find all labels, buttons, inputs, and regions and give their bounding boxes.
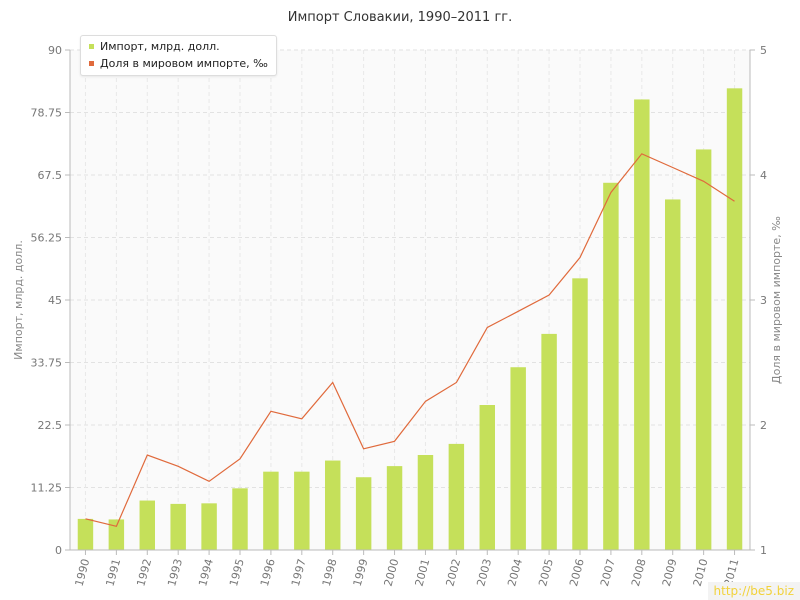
bar-import-2006: [572, 278, 588, 550]
legend-swatch-share: [89, 61, 94, 66]
bar-import-2009: [665, 199, 681, 550]
y-tick-label: 67.5: [38, 169, 63, 182]
x-tick-label: 1995: [227, 557, 247, 587]
x-tick-label: 2001: [413, 557, 433, 587]
bar-import-2002: [448, 443, 465, 550]
x-tick-label: 1999: [351, 557, 371, 587]
x-tick-label: 2005: [536, 557, 556, 587]
chart-title: Импорт Словакии, 1990–2011 гг.: [287, 10, 513, 25]
bar-import-2005: [541, 333, 557, 550]
watermark-link[interactable]: http://be5.biz: [707, 582, 800, 600]
bar-import-1996: [263, 471, 279, 550]
bar-import-2000: [386, 466, 403, 550]
bar-import-2004: [510, 367, 526, 550]
y-tick-label: 45: [48, 294, 62, 307]
y-right-tick-label: 5: [760, 44, 767, 57]
x-tick-label: 1994: [196, 557, 216, 587]
x-tick-label: 1998: [320, 557, 340, 587]
x-tick-label: 2006: [567, 557, 587, 587]
y-tick-label: 78.75: [31, 107, 63, 120]
bar-import-1993: [170, 503, 186, 550]
x-tick-label: 2004: [505, 557, 525, 587]
bar-import-2011: [726, 88, 743, 550]
bar-import-1998: [325, 460, 341, 550]
x-tick-label: 2000: [382, 557, 402, 587]
legend-item-import[interactable]: Импорт, млрд. долл.: [89, 38, 268, 55]
x-tick-label: 1996: [258, 557, 278, 587]
line-share: [85, 153, 735, 528]
bar-import-1997: [294, 471, 310, 550]
y-tick-label: 56.25: [31, 232, 63, 245]
y-tick-label: 33.75: [31, 357, 63, 370]
bar-import-1990: [77, 518, 94, 550]
bar-import-2003: [479, 405, 495, 550]
x-tick-label: 2007: [598, 557, 618, 587]
x-tick-label: 2008: [629, 557, 649, 587]
x-tick-label: 1993: [165, 557, 185, 587]
bar-import-2001: [417, 455, 434, 550]
legend-item-share[interactable]: Доля в мировом импорте, ‰: [89, 55, 268, 72]
y-axis-title-right: Доля в мировом импорте, ‰: [770, 216, 783, 384]
x-tick-label: 1991: [103, 557, 123, 587]
y-right-tick-label: 4: [760, 169, 767, 182]
x-tick-label: 2009: [660, 557, 680, 587]
y-right-tick-label: 1: [760, 544, 767, 557]
legend-swatch-import: [89, 44, 94, 49]
y-tick-label: 11.25: [31, 482, 63, 495]
y-right-tick-label: 3: [760, 294, 767, 307]
legend-label-share: Доля в мировом импорте, ‰: [100, 57, 268, 70]
y-tick-label: 0: [55, 544, 62, 557]
bar-import-2010: [695, 149, 712, 550]
bar-import-1999: [355, 477, 372, 550]
x-tick-label: 1992: [134, 557, 154, 587]
y-tick-label: 90: [48, 44, 62, 57]
x-tick-label: 1990: [73, 557, 93, 587]
bar-import-2008: [634, 99, 650, 550]
x-tick-label: 2003: [474, 557, 494, 587]
x-tick-label: 1997: [289, 557, 309, 587]
bar-import-1992: [139, 500, 155, 550]
chart-legend[interactable]: Импорт, млрд. долл. Доля в мировом импор…: [80, 35, 277, 76]
legend-label-import: Импорт, млрд. долл.: [100, 40, 220, 53]
y-right-tick-label: 2: [760, 419, 767, 432]
bar-import-1994: [201, 503, 217, 550]
x-tick-label: 2002: [443, 557, 463, 587]
bar-import-1991: [108, 519, 125, 550]
y-axis-title-left: Импорт, млрд. долл.: [12, 240, 25, 360]
y-tick-label: 22.5: [38, 419, 63, 432]
bar-import-2007: [603, 182, 619, 550]
bar-import-1995: [232, 488, 248, 550]
